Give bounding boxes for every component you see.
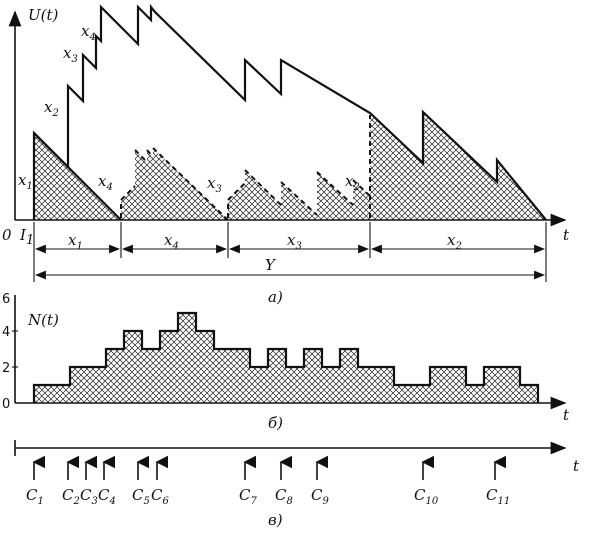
jump-label-x3: x3 [63, 44, 78, 65]
panel-b-ylabel: N(t) [27, 311, 59, 329]
panel-a-xlabel: t [563, 226, 570, 244]
svg-text:C5: C5 [132, 486, 150, 507]
interval-label-x4: x4 [164, 231, 179, 252]
svg-text:C9: C9 [311, 486, 329, 507]
hatched-area-job-2 [370, 112, 546, 220]
y-tick-4: 4 [2, 325, 10, 340]
arrival-c2: C2 [62, 455, 80, 507]
y-tick-2: 2 [2, 361, 10, 376]
start-label-x3: x3 [207, 174, 222, 195]
hatched-area-job-4 [121, 148, 228, 220]
svg-text:C3: C3 [80, 486, 98, 507]
svg-text:C7: C7 [239, 486, 257, 507]
arrival-c3: C3 [80, 455, 98, 507]
dashed-decay-job-4 [120, 147, 229, 221]
jump-label-x2: x2 [44, 98, 59, 119]
start-label: I1 [19, 226, 34, 248]
panel-b: 6 4 2 0 N(t) t б) [2, 292, 570, 432]
workload-line [33, 3, 547, 221]
panel-a-caption: а) [268, 288, 283, 306]
jump-label-x4: x4 [81, 22, 96, 43]
svg-text:C6: C6 [151, 486, 169, 507]
svg-text:C10: C10 [414, 486, 439, 507]
arrival-c9: C9 [311, 455, 329, 507]
y-tick-6: 6 [2, 292, 10, 307]
start-label-x4: x4 [98, 172, 113, 193]
arrival-c5: C5 [132, 455, 150, 507]
interval-label-x1: x1 [68, 231, 83, 252]
panel-c-xlabel: t [573, 457, 580, 475]
panel-a: U(t) t 0 I1 x1 x2 x3 x4 x4 x3 x2 x1 x4 x… [2, 3, 570, 306]
arrival-c1: C1 [26, 455, 46, 507]
svg-text:C1: C1 [26, 486, 44, 507]
panel-a-ylabel: U(t) [28, 6, 59, 24]
n-t-step-line [32, 311, 540, 403]
interval-label-x2: x2 [447, 231, 462, 252]
interval-markers [33, 222, 547, 282]
start-label-x2: x2 [345, 172, 360, 193]
y-tick-0: 0 [2, 397, 10, 412]
panel-b-caption: б) [268, 414, 283, 432]
arrival-c6: C6 [151, 455, 169, 507]
jump-label-x1: x1 [18, 171, 33, 192]
arrival-c4: C4 [98, 455, 116, 507]
panel-c: t C1 C2 C3 C4 C5 C6 C7 C8 C9 C10 C11 в) [14, 440, 580, 529]
svg-text:C2: C2 [62, 486, 80, 507]
arrival-c8: C8 [275, 455, 293, 507]
arrival-c7: C7 [239, 455, 257, 507]
svg-text:C8: C8 [275, 486, 293, 507]
arrival-c11: C11 [486, 455, 510, 507]
origin-label: 0 [2, 226, 12, 244]
svg-text:C4: C4 [98, 486, 116, 507]
hatched-area-job-3 [228, 170, 370, 220]
panel-c-caption: в) [268, 511, 283, 529]
arrival-c10: C10 [414, 455, 439, 507]
svg-text:C11: C11 [486, 486, 510, 507]
panel-b-xlabel: t [563, 406, 570, 424]
interval-label-x3: x3 [287, 231, 302, 252]
busy-period-label: Y [265, 256, 277, 274]
dashed-decay-job-3 [227, 169, 371, 218]
